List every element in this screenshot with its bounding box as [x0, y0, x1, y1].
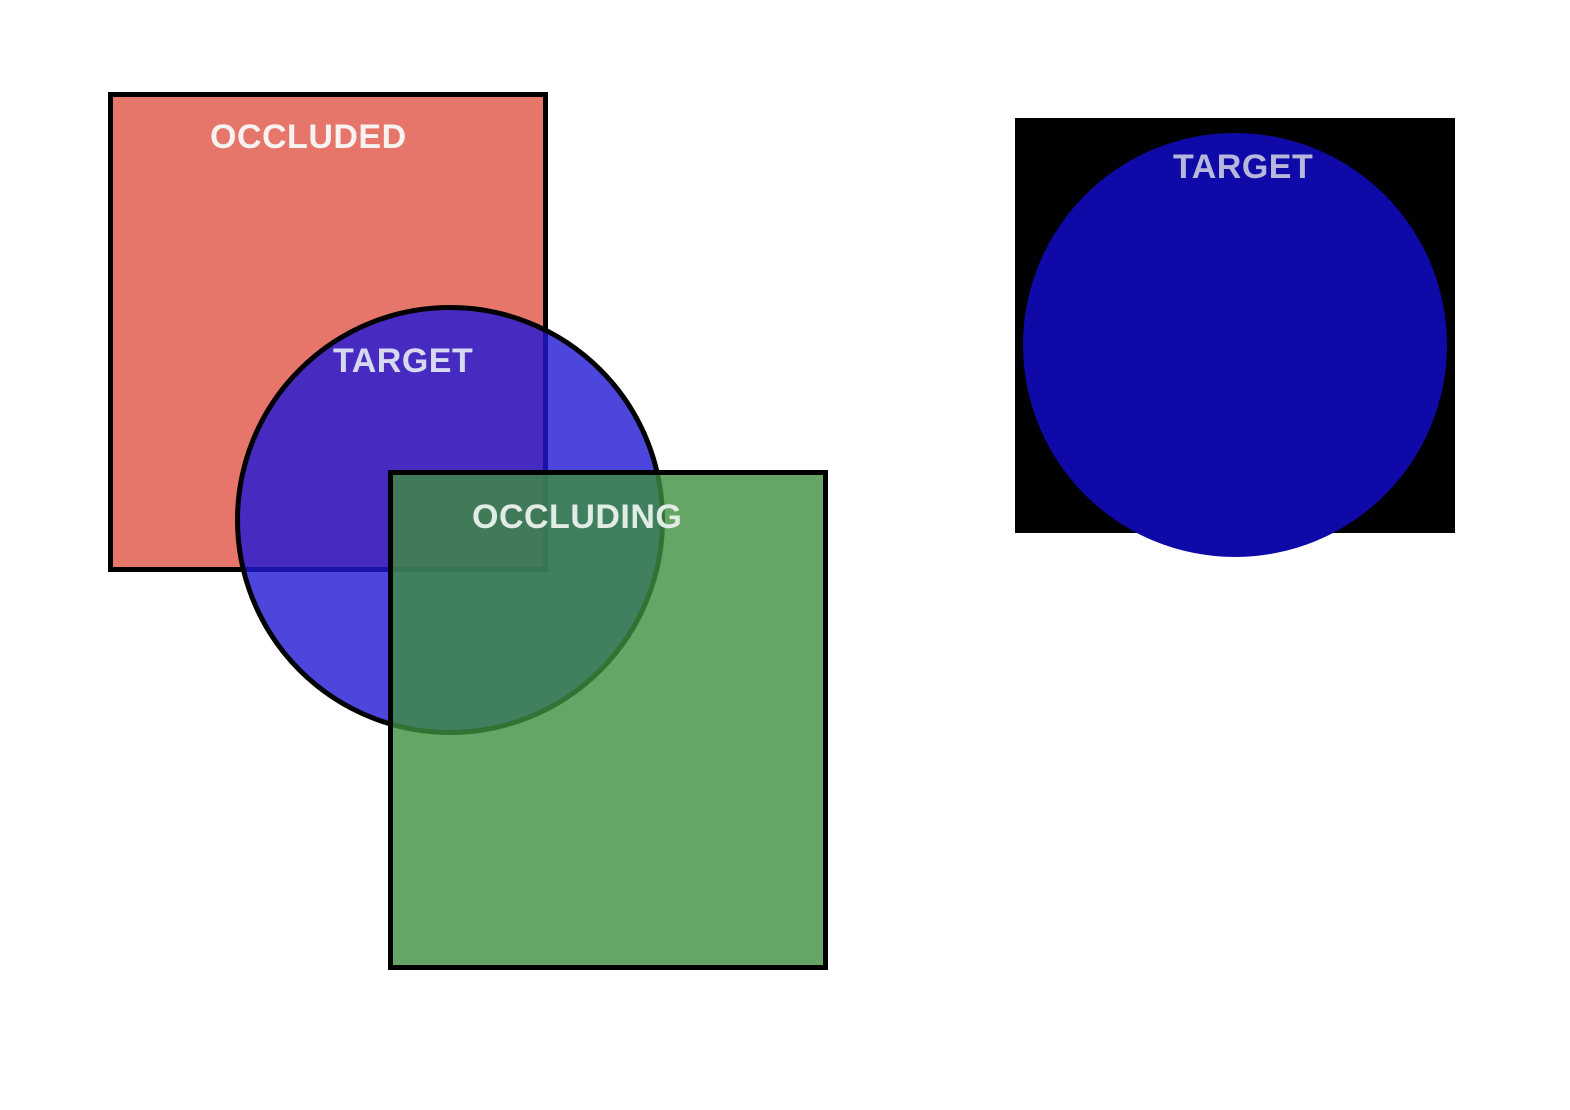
target-label-left: TARGET — [333, 342, 473, 381]
target-label-right: TARGET — [1173, 148, 1313, 187]
occluding-rect — [388, 470, 828, 970]
target-circle-right — [1023, 133, 1447, 557]
occluded-label: OCCLUDED — [210, 118, 407, 157]
occluding-label: OCCLUDING — [472, 498, 682, 537]
diagram-stage: OCCLUDED TARGET OCCLUDING TARGET — [0, 0, 1570, 1110]
